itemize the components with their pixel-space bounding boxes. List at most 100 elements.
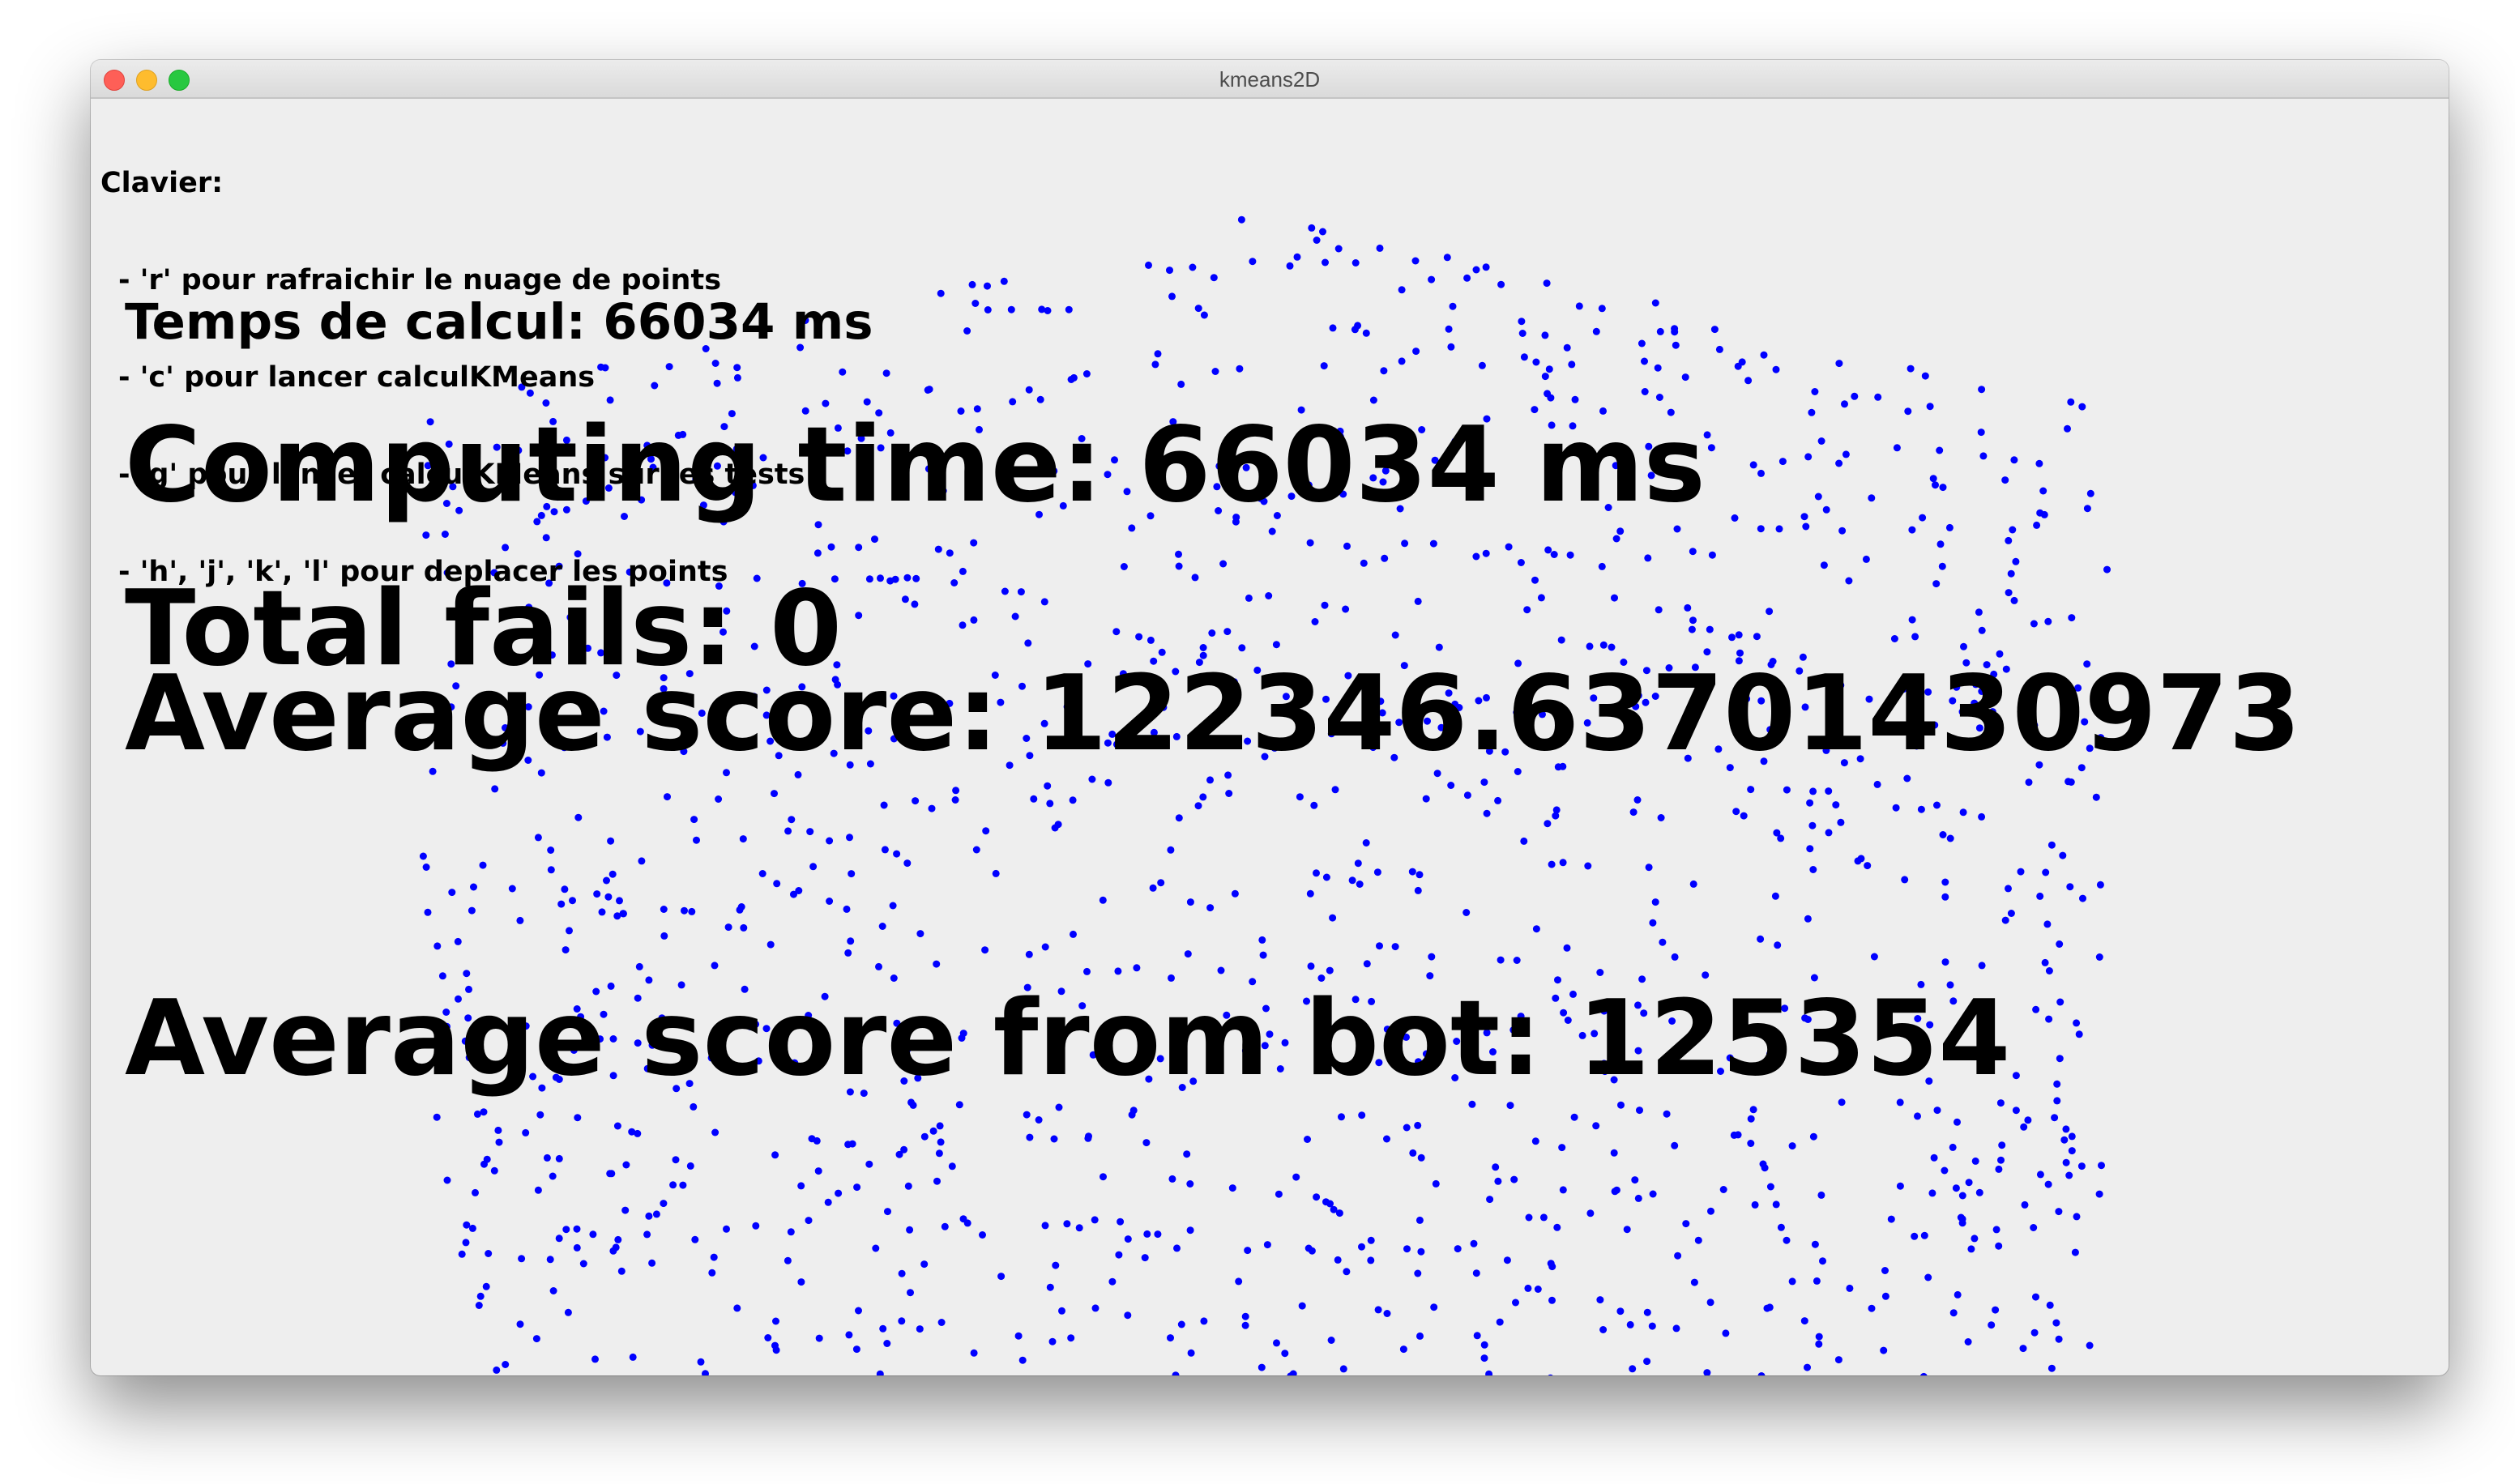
close-window-button[interactable] <box>104 70 125 91</box>
data-point <box>1835 360 1843 368</box>
data-point <box>1735 631 1743 639</box>
data-point <box>1737 705 1745 712</box>
data-point <box>1084 1134 1092 1142</box>
data-point <box>435 700 443 708</box>
data-point <box>1988 708 1996 716</box>
data-point <box>1083 967 1091 975</box>
data-point <box>844 949 852 957</box>
data-point <box>1726 1054 1734 1062</box>
data-point <box>1376 942 1383 950</box>
data-point <box>607 837 615 845</box>
data-point <box>1534 1286 1542 1293</box>
data-point <box>1520 837 1528 845</box>
data-point <box>1819 1257 1826 1265</box>
minimize-window-button[interactable] <box>136 70 157 91</box>
data-point <box>1659 938 1667 946</box>
data-point <box>1217 966 1225 974</box>
data-point <box>1026 1133 1034 1141</box>
data-point <box>1800 1317 1808 1325</box>
data-point <box>482 1282 490 1290</box>
data-point <box>442 1009 450 1016</box>
data-point <box>1881 1267 1889 1274</box>
data-point <box>1339 1365 1347 1373</box>
data-point <box>1706 625 1714 633</box>
data-point <box>805 1217 813 1225</box>
data-point <box>1023 983 1031 991</box>
data-point <box>2032 1005 2040 1013</box>
data-point <box>674 431 682 439</box>
data-point <box>1690 1278 1698 1286</box>
data-point <box>1870 953 1878 961</box>
data-point <box>1124 1311 1132 1320</box>
data-point <box>522 1128 530 1136</box>
data-point <box>1537 594 1545 602</box>
data-point <box>660 674 668 682</box>
average-score-bot-label: Average score from bot: 125354 <box>125 979 2011 1099</box>
data-point <box>1051 824 1059 832</box>
data-point <box>851 1028 859 1036</box>
data-point <box>976 425 983 433</box>
title-bar[interactable]: kmeans2D <box>91 60 2449 99</box>
data-point <box>438 972 446 980</box>
data-point <box>929 1127 937 1135</box>
data-point <box>712 1055 720 1064</box>
data-point <box>815 1334 823 1342</box>
data-point <box>1063 1220 1071 1228</box>
data-point <box>2097 734 2105 742</box>
data-point <box>1945 523 1954 531</box>
data-point <box>1351 996 1360 1004</box>
data-point <box>2044 617 2052 625</box>
data-point <box>1112 628 1121 636</box>
data-point <box>518 383 526 391</box>
data-point <box>601 454 609 462</box>
data-point <box>604 893 613 901</box>
data-point <box>1044 307 1052 314</box>
data-point <box>1523 606 1531 614</box>
data-point <box>1151 360 1159 369</box>
data-point <box>1241 1312 1249 1320</box>
data-point <box>1995 1242 2003 1250</box>
data-point <box>771 1151 779 1159</box>
data-point <box>708 1269 716 1277</box>
data-point <box>2007 910 2015 917</box>
data-point <box>1958 1192 1966 1200</box>
data-point <box>1642 698 1650 706</box>
data-point <box>1654 364 1662 372</box>
data-point <box>1343 542 1351 550</box>
data-point <box>1809 866 1817 873</box>
data-point <box>879 1324 887 1333</box>
data-point <box>635 962 643 970</box>
data-point <box>1772 365 1780 373</box>
data-point <box>904 1182 912 1190</box>
data-point <box>1108 730 1117 738</box>
maximize-window-button[interactable] <box>169 70 190 91</box>
data-point <box>1525 1213 1533 1222</box>
data-point <box>911 600 919 608</box>
data-point <box>1893 444 1901 452</box>
data-point <box>2071 1248 2079 1256</box>
data-point <box>1804 1363 1811 1371</box>
data-point <box>772 1317 779 1325</box>
data-point <box>1158 648 1166 656</box>
data-point <box>1887 1215 1895 1223</box>
data-point <box>1913 742 1920 750</box>
data-point <box>1564 1017 1572 1024</box>
data-point <box>1480 1341 1488 1349</box>
data-point <box>1486 1196 1494 1204</box>
data-point <box>1422 795 1430 803</box>
data-point <box>1281 1350 1289 1358</box>
data-point <box>538 1084 546 1092</box>
data-point <box>1334 245 1343 253</box>
data-point <box>1351 259 1360 267</box>
data-point <box>1806 845 1814 853</box>
data-point <box>600 707 608 715</box>
data-point <box>564 1308 572 1316</box>
data-point <box>895 1150 903 1158</box>
data-point <box>2035 761 2043 769</box>
kmeans-canvas[interactable]: Clavier: - 'r' pour rafraichir le nuage … <box>91 99 2449 1375</box>
data-point <box>1612 535 1620 543</box>
data-point <box>660 1200 668 1208</box>
data-point <box>570 1047 578 1054</box>
data-point <box>1978 962 1986 970</box>
data-point <box>1075 1224 1083 1232</box>
